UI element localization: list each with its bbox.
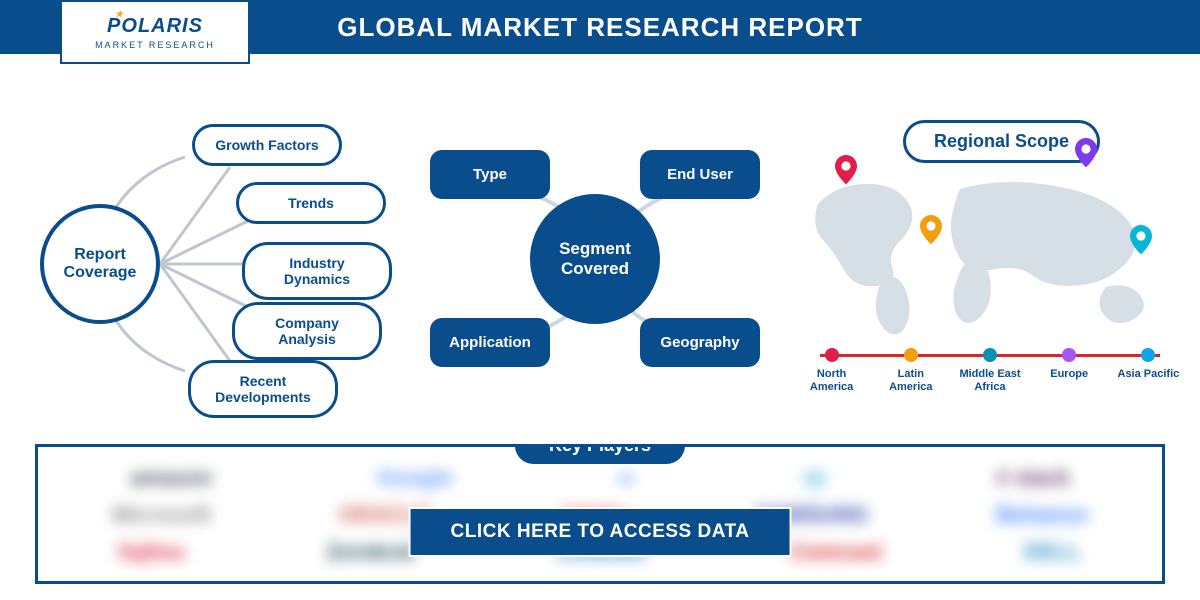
segment-box-application: Application (430, 318, 550, 367)
logo: POLARIS MARKET RESEARCH (60, 0, 250, 64)
coverage-item-1: Trends (236, 182, 386, 224)
kp-logo: ·ı|ı· (798, 465, 831, 491)
access-data-button[interactable]: CLICK HERE TO ACCESS DATA (409, 507, 792, 557)
main-content: Report Coverage Growth Factors Trends Indu… (0, 54, 1200, 434)
axis-dot-4 (1141, 348, 1155, 362)
kp-logo: ∞ (618, 465, 634, 491)
map-pin-north-america (835, 155, 857, 185)
header-title: GLOBAL MARKET RESEARCH REPORT (337, 12, 862, 43)
segment-box-geography: Geography (640, 318, 760, 367)
axis-dot-2 (983, 348, 997, 362)
kp-logo: amazon (130, 465, 212, 491)
map-pin-asia-pacific (1130, 225, 1152, 255)
report-coverage-circle: Report Coverage (40, 204, 160, 324)
key-players-title: Key Players (515, 444, 685, 464)
kp-logo: DELL (1024, 539, 1081, 565)
kp-logo: Comcast (789, 539, 882, 565)
coverage-item-0: Growth Factors (192, 124, 342, 166)
segment-box-end-user: End User (640, 150, 760, 199)
segment-covered-circle: Segment Covered (530, 194, 660, 324)
kp-logo: Microsoft (112, 502, 211, 528)
axis-label-2: Middle East Africa (954, 368, 1026, 393)
axis-dot-1 (904, 348, 918, 362)
report-coverage-label: Report Coverage (44, 246, 156, 282)
axis-label-3: Europe (1033, 368, 1105, 381)
segment-covered-label: Segment Covered (530, 239, 660, 279)
regional-axis: North AmericaLatin AmericaMiddle East Af… (810, 346, 1170, 406)
world-map-graphic (810, 169, 1170, 339)
axis-dot-3 (1062, 348, 1076, 362)
regional-scope-title: Regional Scope (903, 120, 1100, 163)
axis-dot-0 (825, 348, 839, 362)
kp-logo: fujitsu (119, 539, 185, 565)
map-pin-europe (1075, 138, 1097, 168)
logo-sub-text: MARKET RESEARCH (95, 40, 215, 50)
coverage-item-3: Company Analysis (232, 302, 382, 360)
kp-logo: Zendesk (326, 539, 415, 565)
kp-logo: # slack (996, 465, 1069, 491)
segment-box-type: Type (430, 150, 550, 199)
map-pin-latin-america (920, 215, 942, 245)
axis-label-4: Asia Pacific (1112, 368, 1184, 381)
header-bar: POLARIS MARKET RESEARCH GLOBAL MARKET RE… (0, 0, 1200, 54)
axis-label-1: Latin America (875, 368, 947, 393)
axis-label-0: North America (796, 368, 868, 393)
key-players-panel: Key Players amazon Google ∞ ·ı|ı· # slack Mic… (35, 444, 1165, 584)
coverage-item-2: Industry Dynamics (242, 242, 392, 300)
kp-logo: Google (377, 465, 453, 491)
logo-main-text: POLARIS (107, 15, 203, 38)
coverage-item-4: Recent Developments (188, 360, 338, 418)
kp-logo: Behance (996, 502, 1088, 528)
